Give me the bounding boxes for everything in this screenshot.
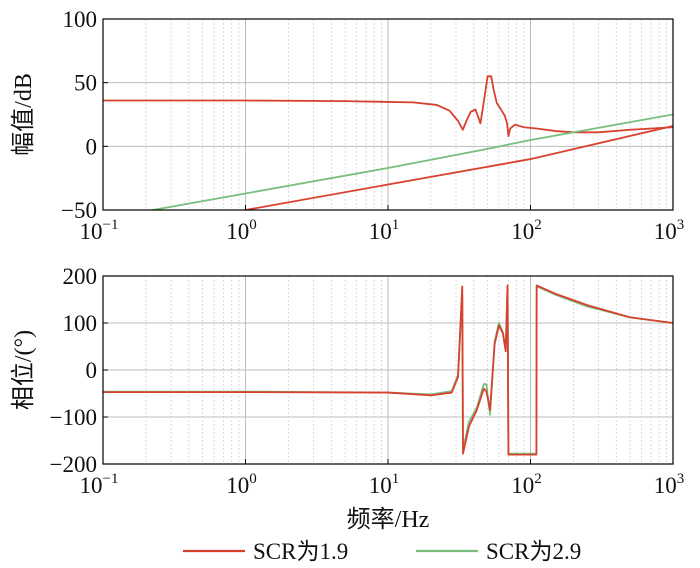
y-tick-label: 0	[86, 134, 98, 159]
y-tick-label: 50	[74, 71, 97, 96]
magnitude-series	[103, 75, 673, 210]
x-tick-label: 101	[369, 471, 400, 498]
series-line-scr-2-9	[147, 113, 673, 210]
x-tick-label: 10−1	[80, 471, 119, 498]
x-tick-label: 103	[654, 471, 685, 498]
x-tick-label: 103	[654, 217, 685, 244]
x-axis-label: 频率/Hz	[347, 506, 430, 533]
phase-ticks: −200 −100 0 100 200 10−1 100 101 102 103	[50, 264, 685, 498]
magnitude-ticks: −50 0 50 100 10−1 100 101 102 103	[61, 7, 684, 244]
legend: SCR为1.9 SCR为2.9	[183, 539, 581, 564]
phase-y-axis-label: 相位/(°)	[10, 330, 37, 410]
y-tick-label: −100	[50, 405, 97, 430]
magnitude-y-axis-label: 幅值/dB	[10, 73, 37, 156]
series-line-scr-1-9	[240, 125, 673, 210]
series-line-scr-1-9	[103, 75, 673, 138]
legend-label-scr-2-9: SCR为2.9	[486, 539, 581, 564]
magnitude-panel: −50 0 50 100 10−1 100 101 102 103 幅值/dB	[10, 7, 684, 244]
y-tick-label: 100	[63, 311, 98, 336]
x-tick-label: 101	[369, 217, 400, 244]
magnitude-grid	[102, 18, 674, 211]
x-tick-label: 100	[226, 471, 257, 498]
x-tick-label: 100	[226, 217, 257, 244]
x-tick-label: 102	[511, 471, 542, 498]
y-tick-label: 100	[63, 7, 98, 32]
y-tick-label: −200	[50, 452, 97, 477]
phase-series	[103, 284, 673, 456]
phase-grid	[102, 275, 674, 465]
y-tick-label: 0	[86, 358, 98, 383]
series-line-scr-1-9	[103, 284, 673, 456]
phase-panel: −200 −100 0 100 200 10−1 100 101 102 103 相位/(°) 频…	[10, 264, 684, 533]
y-tick-label: 200	[63, 264, 98, 289]
legend-label-scr-1-9: SCR为1.9	[253, 539, 348, 564]
x-tick-label: 10−1	[80, 217, 119, 244]
x-tick-label: 102	[511, 217, 542, 244]
y-tick-label: −50	[61, 198, 97, 223]
